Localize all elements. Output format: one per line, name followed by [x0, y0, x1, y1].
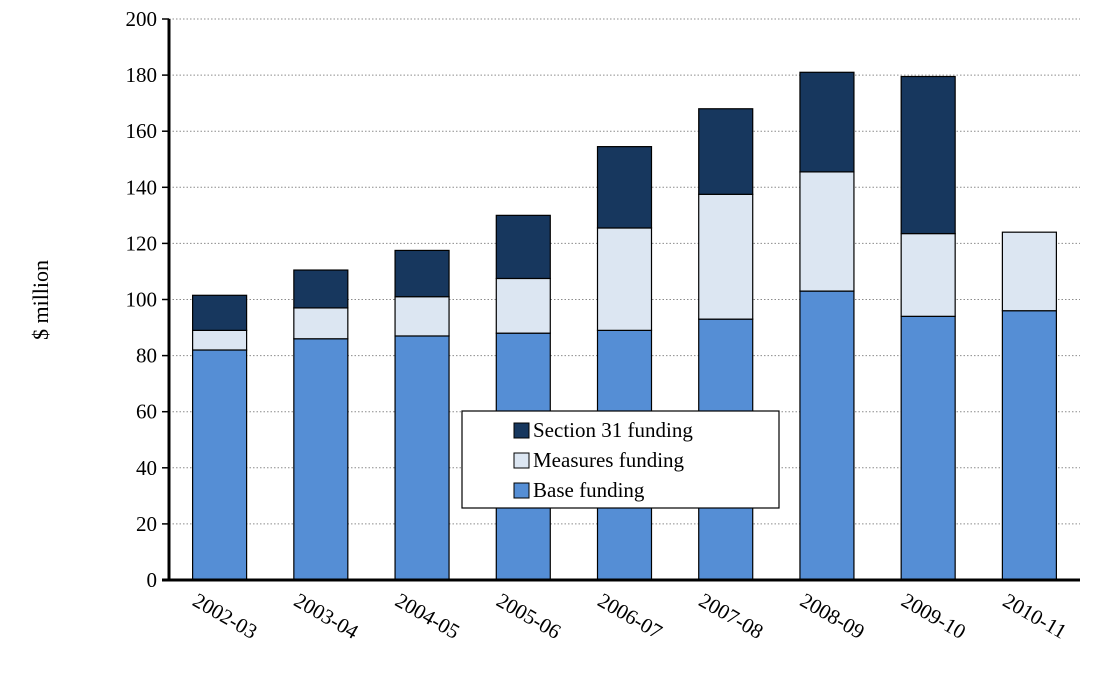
bar-segment [1001, 310, 1057, 581]
bar-segment [698, 193, 754, 320]
bar-segment [698, 108, 754, 195]
y-axis-label: $ million [28, 260, 53, 340]
legend-swatch [513, 452, 530, 469]
bar-segment [192, 294, 248, 331]
legend-swatch [513, 482, 530, 499]
bar-segment [293, 269, 349, 309]
bar-segment [799, 71, 855, 173]
bar-segment [394, 249, 450, 298]
bar-segment [596, 227, 653, 331]
legend-swatch [513, 422, 530, 439]
bar-segment [192, 329, 248, 351]
y-tick-labels: 0 20 40 60 80 100 120 140 160 180 200 [126, 7, 158, 592]
y-tick-label: 120 [126, 231, 158, 255]
y-tick-label: 140 [126, 175, 158, 199]
bar-segment [596, 146, 653, 229]
x-tick-label: 2007-08 [695, 588, 768, 644]
x-tick-label: 2005-06 [492, 588, 565, 644]
bar-segment [394, 296, 450, 337]
y-tick-label: 20 [136, 512, 157, 536]
bar-segment [900, 232, 956, 317]
bar-segment [1001, 231, 1057, 312]
x-tick-label: 2006-07 [594, 588, 667, 644]
x-tick-label: 2002-03 [189, 588, 262, 644]
bar-segment [293, 338, 349, 581]
y-tick-label: 80 [136, 344, 157, 368]
x-tick-labels: 2002-03 2003-04 2004-05 2005-06 2006-07 2007-… [189, 588, 1071, 644]
x-tick-label: 2003-04 [290, 588, 363, 644]
y-tick-label: 160 [126, 119, 158, 143]
y-tick-label: 60 [136, 400, 157, 424]
bar-segment [495, 214, 551, 280]
bar-segment [799, 290, 855, 581]
bar-segment [192, 349, 248, 581]
y-tick-label: 0 [147, 568, 158, 592]
bar-segment [394, 335, 450, 581]
x-tick-label: 2004-05 [391, 588, 464, 644]
bar-segment [293, 307, 349, 340]
x-tick-label: 2010-11 [999, 588, 1071, 643]
y-tick-label: 180 [126, 63, 158, 87]
y-tick-label: 40 [136, 456, 157, 480]
y-tick-label: 100 [126, 288, 158, 312]
y-tick-label: 200 [126, 7, 158, 31]
legend-label: Section 31 funding [533, 418, 693, 442]
x-tick-label: 2008-09 [796, 588, 869, 644]
axes [162, 18, 1080, 582]
x-tick-label: 2009-10 [897, 588, 970, 644]
bar-segment [900, 315, 956, 581]
legend-label: Measures funding [533, 448, 685, 472]
bar-segment [900, 75, 956, 235]
bar-segment [799, 171, 855, 292]
legend-label: Base funding [533, 478, 645, 502]
legend: Section 31 funding Measures funding Base f… [461, 410, 780, 509]
bar-segment [495, 277, 551, 334]
